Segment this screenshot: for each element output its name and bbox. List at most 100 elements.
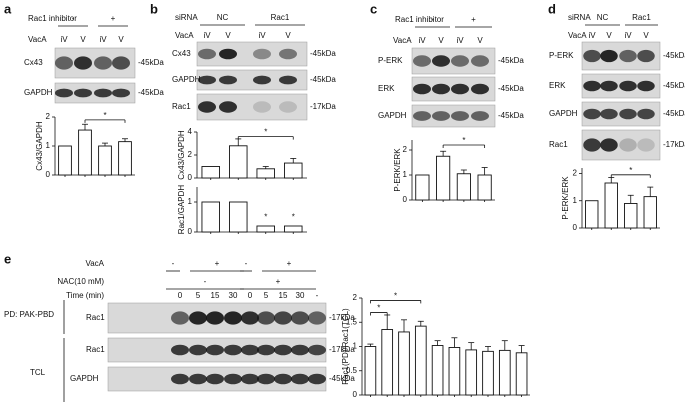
- blot-size: -45kDa: [310, 49, 336, 58]
- band: [206, 373, 224, 385]
- band: [198, 75, 216, 85]
- bar: [58, 145, 72, 176]
- band: [206, 344, 224, 356]
- blot: [196, 69, 308, 91]
- panel-label: d: [548, 1, 556, 16]
- band: [279, 75, 297, 85]
- blot-label: Cx43: [172, 49, 191, 58]
- lane-label: V: [118, 35, 124, 44]
- band: [224, 373, 242, 385]
- blot-label: GAPDH: [24, 88, 53, 97]
- vaca-level: -: [172, 259, 175, 268]
- blot: [196, 93, 308, 121]
- y-tick-label: 2: [46, 112, 51, 121]
- lane-label: V: [438, 36, 444, 45]
- blot-size: -45kDa: [663, 109, 685, 118]
- lane-label: iV: [624, 31, 632, 40]
- treatment-level: Rac1: [632, 13, 651, 22]
- treatment-level: Rac1: [271, 13, 290, 22]
- bar: [284, 162, 303, 179]
- bar: [624, 203, 638, 229]
- error-bar: [468, 342, 475, 350]
- blot-size: -45kDa: [138, 58, 164, 67]
- bar: [465, 349, 478, 396]
- band: [189, 344, 207, 356]
- band: [219, 48, 237, 60]
- tcl-label: TCL: [30, 368, 46, 377]
- band: [241, 344, 259, 356]
- band: [432, 83, 450, 95]
- bar: [643, 196, 657, 229]
- band: [637, 49, 655, 63]
- band: [451, 111, 469, 121]
- error-bar: [627, 194, 634, 204]
- time-value: 5: [196, 291, 201, 300]
- bar: [415, 174, 430, 201]
- bar: [498, 349, 511, 396]
- band: [583, 138, 601, 152]
- blot-size: -45kDa: [663, 81, 685, 90]
- error-bar: [518, 345, 525, 353]
- error-bar: [122, 138, 128, 142]
- band: [432, 111, 450, 121]
- band: [257, 344, 275, 356]
- error-bar: [608, 177, 615, 183]
- time-value: 0: [248, 291, 253, 300]
- band: [637, 80, 655, 92]
- blot-size: -45kDa: [138, 88, 164, 97]
- band: [637, 138, 655, 152]
- vaca-label: VacA: [28, 35, 47, 44]
- band: [619, 49, 637, 63]
- band: [471, 83, 489, 95]
- blot-label: Rac1: [172, 102, 191, 111]
- band: [619, 108, 637, 120]
- time-label: Time (min): [66, 291, 104, 300]
- band: [451, 55, 469, 67]
- treatment-level: NC: [597, 13, 609, 22]
- band: [308, 344, 326, 356]
- band: [253, 75, 271, 85]
- treatment-label: Rac1 inhibitor: [395, 15, 444, 24]
- treatment-level: +: [471, 15, 476, 24]
- band: [253, 101, 271, 113]
- blot-label: Cx43: [24, 58, 43, 67]
- bar: [201, 201, 220, 233]
- lane-label: V: [643, 31, 649, 40]
- time-value: 30: [296, 291, 305, 300]
- significance: *: [292, 213, 295, 222]
- y-tick-label: 1: [46, 141, 51, 150]
- lane-label: V: [477, 36, 483, 45]
- band: [619, 138, 637, 152]
- blot-label: ERK: [549, 81, 566, 90]
- y-axis-label: Rac1/GAPDH: [177, 185, 186, 235]
- band: [257, 373, 275, 385]
- time-value: 15: [279, 291, 288, 300]
- bar: [98, 145, 112, 176]
- bar: [585, 200, 599, 229]
- error-bar: [401, 319, 407, 332]
- lane-label: V: [225, 31, 231, 40]
- error-bar: [501, 340, 508, 351]
- error-bar: [485, 346, 491, 352]
- y-tick-label: 1: [573, 196, 578, 205]
- band: [274, 311, 292, 325]
- treatment-level: -: [72, 14, 75, 23]
- band: [224, 311, 242, 325]
- y-tick-label: 0: [403, 195, 408, 204]
- bar: [284, 225, 303, 233]
- treatment-label: siRNA: [568, 13, 591, 22]
- significance: *: [462, 136, 465, 145]
- band: [413, 55, 431, 67]
- band: [600, 49, 618, 63]
- bar: [477, 174, 492, 201]
- y-tick-label: 0: [188, 173, 193, 182]
- band: [74, 56, 92, 70]
- band: [279, 48, 297, 60]
- error-bar: [290, 158, 297, 164]
- bar: [515, 352, 528, 396]
- y-tick-label: 1: [403, 170, 408, 179]
- error-bar: [440, 150, 447, 157]
- bar: [228, 145, 248, 179]
- band: [583, 80, 601, 92]
- band: [257, 311, 275, 325]
